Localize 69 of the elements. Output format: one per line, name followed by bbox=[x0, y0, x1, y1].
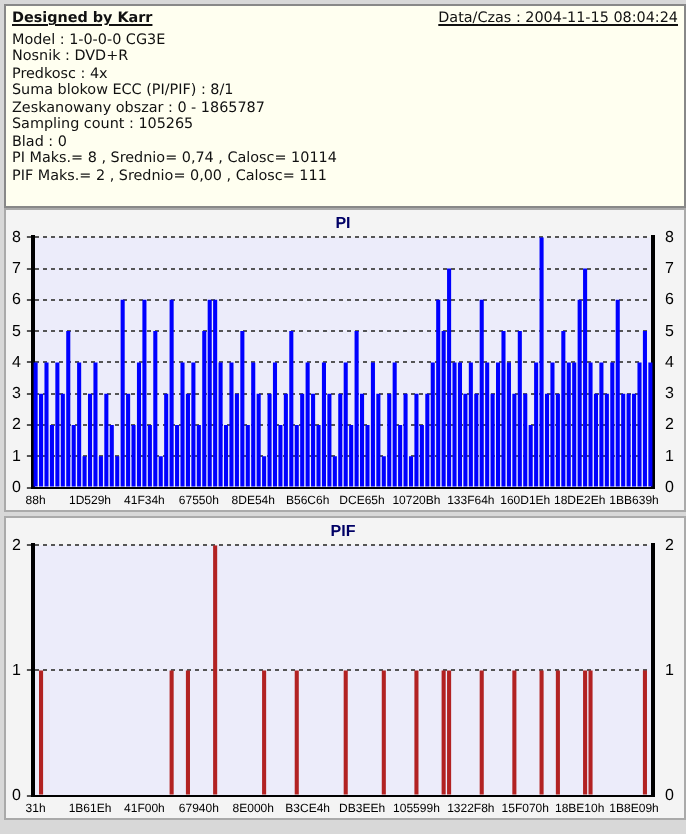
bar bbox=[436, 299, 441, 487]
bar bbox=[55, 362, 60, 487]
bar bbox=[104, 393, 109, 487]
y-tick-label: 5 bbox=[11, 321, 22, 340]
bar bbox=[561, 331, 566, 487]
bar bbox=[191, 362, 196, 487]
bar bbox=[240, 331, 245, 487]
bar bbox=[370, 362, 375, 487]
y2-tick-label: 2 bbox=[665, 415, 676, 434]
bar bbox=[77, 362, 82, 487]
bar bbox=[615, 299, 620, 487]
bar bbox=[33, 362, 38, 487]
y-tick-label: 0 bbox=[11, 786, 22, 805]
y2-tick-label: 7 bbox=[665, 258, 676, 277]
bar bbox=[289, 331, 294, 487]
bar bbox=[343, 362, 348, 487]
bar bbox=[457, 362, 463, 487]
bar bbox=[153, 331, 158, 487]
bar bbox=[251, 362, 256, 487]
bar bbox=[93, 362, 98, 487]
bar bbox=[414, 393, 419, 487]
y-tick-label: 0 bbox=[11, 478, 22, 497]
bar bbox=[501, 331, 506, 487]
y2-tick-label: 1 bbox=[665, 660, 676, 679]
y2-tick-label: 6 bbox=[665, 290, 676, 309]
chart-title: PIF bbox=[330, 522, 356, 541]
bar bbox=[479, 299, 484, 487]
y2-tick-label: 5 bbox=[665, 321, 676, 340]
y2-tick-label: 2 bbox=[665, 535, 676, 554]
bar bbox=[180, 362, 185, 487]
bar bbox=[539, 237, 544, 487]
bar bbox=[517, 331, 522, 487]
bar bbox=[142, 299, 147, 487]
y-tick-label: 1 bbox=[11, 660, 22, 679]
bar bbox=[207, 299, 212, 487]
bar bbox=[392, 362, 397, 487]
bar bbox=[229, 362, 234, 487]
bar bbox=[599, 362, 604, 487]
bar bbox=[447, 268, 452, 487]
bar bbox=[403, 393, 408, 487]
y2-tick-label: 3 bbox=[665, 384, 676, 403]
y2-tick-label: 0 bbox=[665, 478, 676, 497]
bar bbox=[642, 331, 647, 487]
y2-tick-label: 4 bbox=[665, 352, 676, 371]
y-tick-label: 8 bbox=[11, 227, 22, 246]
y-tick-label: 1 bbox=[11, 446, 22, 465]
bar bbox=[272, 362, 278, 487]
y-tick-label: 7 bbox=[11, 258, 22, 277]
bar bbox=[213, 299, 218, 487]
bar bbox=[44, 362, 49, 487]
bar bbox=[550, 362, 555, 487]
y2-tick-label: 8 bbox=[665, 227, 676, 246]
bar bbox=[626, 393, 631, 487]
y-tick-label: 6 bbox=[11, 290, 22, 309]
bar bbox=[583, 268, 588, 487]
y-tick-label: 2 bbox=[11, 535, 22, 554]
bar bbox=[468, 362, 473, 487]
y-tick-label: 2 bbox=[11, 415, 22, 434]
bar bbox=[305, 362, 310, 487]
bar bbox=[66, 331, 71, 487]
chart-title: PI bbox=[335, 214, 351, 233]
bar bbox=[354, 331, 359, 487]
bar bbox=[169, 299, 174, 487]
y2-tick-label: 1 bbox=[665, 446, 676, 465]
y2-tick-label: 0 bbox=[665, 786, 676, 805]
y-tick-label: 3 bbox=[11, 384, 22, 403]
bar bbox=[120, 299, 125, 487]
bar bbox=[321, 362, 326, 487]
y-tick-label: 4 bbox=[11, 352, 22, 371]
